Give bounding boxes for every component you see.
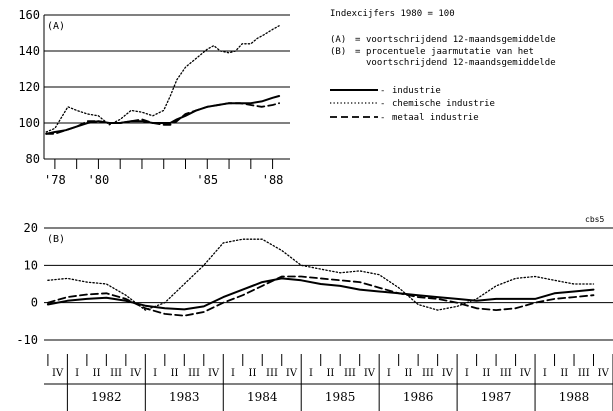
quarter-label-1985-III: III	[344, 368, 356, 379]
ytick-label-a-120: 120	[18, 80, 40, 94]
ytick-label-a-80: 80	[26, 152, 40, 166]
quarter-label-1982-I: I	[75, 368, 79, 379]
ytick-label-a-140: 140	[18, 44, 40, 58]
quarter-label-1986-II: II	[404, 368, 412, 379]
legend-dash-chemische: -	[380, 99, 385, 109]
quarter-label-1988-I: I	[543, 368, 547, 379]
quarter-label-1982-II: II	[93, 368, 101, 379]
quarter-label-1986-IV: IV	[442, 368, 454, 379]
series-line-chemische-industrie	[45, 25, 280, 133]
ytick-label-b-10: 10	[24, 258, 38, 272]
source-label: cbs5	[585, 215, 604, 224]
note-a-text: voortschrijdend 12-maandsgemiddelde	[366, 35, 556, 45]
quarter-label-1988-II: II	[560, 368, 568, 379]
ytick-label-b--10: -10	[16, 333, 38, 347]
quarter-label-1982-III: III	[110, 368, 122, 379]
xtick-label-a-1980: '80	[88, 173, 110, 187]
quarter-label-1984-III: III	[266, 368, 278, 379]
quarter-label-1988-III: III	[578, 368, 590, 379]
quarter-label-1986-I: I	[387, 368, 391, 379]
quarter-label-1988-IV: IV	[598, 368, 610, 379]
panel-a: 80 100 120 140 160 '78 '80 '85 '88 (A)	[18, 8, 290, 187]
chart-title: Indexcijfers 1980 = 100	[330, 9, 455, 19]
note-b-key: (B)	[330, 47, 346, 57]
xtick-label-a-1978: '78	[44, 173, 66, 187]
year-label-1984: 1984	[247, 390, 278, 404]
year-label-1983: 1983	[169, 390, 200, 404]
series-line-industrie	[45, 95, 281, 135]
note-b-text-line1: procentuele jaarmutatie van het	[366, 47, 534, 57]
quarter-label-1984-IV: IV	[286, 368, 298, 379]
legend: - industrie - chemische industrie - meta…	[330, 86, 495, 123]
year-label-1985: 1985	[325, 390, 356, 404]
xtick-label-a-1985: '85	[196, 173, 218, 187]
series-line-metaal-industrie	[45, 102, 281, 135]
quarter-label-1983-IV: IV	[208, 368, 220, 379]
quarter-label-1987-III: III	[500, 368, 512, 379]
legend-label-chemische-industrie: chemische industrie	[392, 99, 495, 109]
year-label-1982: 1982	[91, 390, 122, 404]
ytick-label-a-160: 160	[18, 8, 40, 22]
panel-label-b: (B)	[47, 234, 65, 245]
legend-label-metaal-industrie: metaal industrie	[392, 113, 479, 123]
quarter-label-1985-I: I	[309, 368, 313, 379]
series-line-metaal-industrie	[47, 275, 595, 317]
quarter-label-1984-I: I	[231, 368, 235, 379]
ytick-label-b-0: 0	[31, 296, 38, 310]
ytick-label-a-100: 100	[18, 116, 40, 130]
quarter-label-1983-I: I	[153, 368, 157, 379]
xtick-label-a-1988: '88	[262, 173, 284, 187]
note-a-key: (A)	[330, 35, 346, 45]
panel-label-a: (A)	[47, 21, 65, 32]
quarter-label-1987-II: II	[482, 368, 490, 379]
year-label-1986: 1986	[403, 390, 434, 404]
quarter-label-1983-II: II	[171, 368, 179, 379]
quarter-label-1983-III: III	[188, 368, 200, 379]
year-label-1988: 1988	[559, 390, 590, 404]
quarter-label-1986-III: III	[422, 368, 434, 379]
quarter-label-1985-IV: IV	[364, 368, 376, 379]
quarter-label-1981-IV: IV	[52, 368, 64, 379]
quarter-label-1987-I: I	[465, 368, 469, 379]
note-a-sep: =	[355, 35, 361, 45]
legend-label-industrie: industrie	[392, 86, 441, 96]
legend-dash-industrie: -	[380, 86, 385, 96]
note-b-text-line2: voortschrijdend 12-maandsgemiddelde	[366, 58, 556, 68]
note-b-sep: =	[355, 47, 361, 57]
ytick-label-b-20: 20	[24, 221, 38, 235]
annotation-block: Indexcijfers 1980 = 100 (A) = voortschri…	[330, 9, 604, 224]
quarter-label-1982-IV: IV	[130, 368, 142, 379]
quarter-label-1987-IV: IV	[520, 368, 532, 379]
quarter-label-1985-II: II	[326, 368, 334, 379]
series-line-industrie	[46, 277, 595, 311]
quarter-label-1984-II: II	[249, 368, 257, 379]
year-label-1987: 1987	[481, 390, 512, 404]
legend-dash-metaal: -	[380, 113, 385, 123]
